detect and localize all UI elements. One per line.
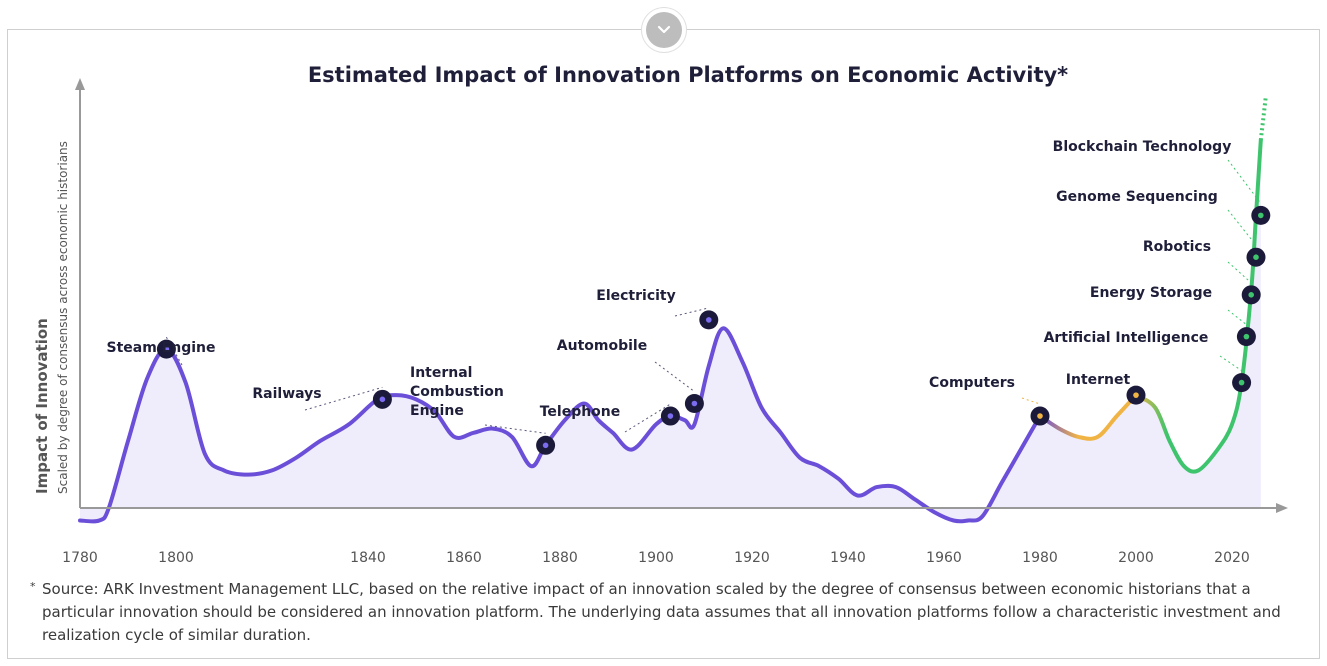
event-label: Artificial Intelligence	[1044, 330, 1209, 346]
event-label: Energy Storage	[1090, 285, 1212, 301]
x-tick-label: 1900	[638, 550, 674, 566]
y-axis-sublabel: Scaled by degree of consensus across eco…	[56, 141, 70, 494]
event-marker-center	[1258, 213, 1264, 219]
footnote-mark: *	[30, 575, 36, 598]
event-marker-center	[1248, 292, 1254, 298]
event-label: Genome Sequencing	[1056, 189, 1218, 205]
event-label: Combustion	[410, 384, 504, 400]
projection-line	[1261, 98, 1266, 140]
leader-line	[1022, 398, 1040, 404]
event-marker-center	[1239, 380, 1245, 386]
event-markers: Steam Engine Railways Internal Combustion En…	[107, 139, 1271, 455]
event-label: Computers	[929, 375, 1015, 391]
leader-line	[1228, 310, 1246, 325]
y-axis-label: Impact of Innovation	[33, 318, 51, 494]
leader-line	[1228, 160, 1261, 203]
x-tick-label: 1980	[1022, 550, 1058, 566]
x-tick-label: 1840	[350, 550, 386, 566]
chart-title: Estimated Impact of Innovation Platforms…	[308, 63, 1068, 87]
event-marker-center	[692, 401, 698, 407]
event-label: Internet	[1066, 372, 1131, 388]
event-marker-center	[706, 317, 712, 323]
event-marker-center	[1037, 413, 1043, 419]
x-tick-label: 1960	[926, 550, 962, 566]
event-marker-center	[380, 397, 386, 403]
x-tick-label: 1880	[542, 550, 578, 566]
x-tick-label: 1860	[446, 550, 482, 566]
event-label: Telephone	[540, 404, 621, 420]
event-marker-center	[1244, 334, 1250, 340]
chevron-down-icon	[646, 12, 682, 48]
collapse-button[interactable]	[642, 8, 686, 52]
x-axis-ticks: 1780 1800 1840 1860 1880 1900 1920 1940 1960 1980…	[62, 550, 1250, 566]
x-tick-label: 1940	[830, 550, 866, 566]
event-marker-center	[1133, 392, 1139, 398]
leader-line	[1228, 262, 1251, 283]
event-label: Steam Engine	[107, 340, 216, 356]
event-label: Electricity	[596, 288, 675, 304]
y-axis-arrowhead	[75, 78, 85, 90]
footnote-text: Source: ARK Investment Management LLC, b…	[34, 578, 1304, 647]
event-marker-center	[543, 443, 549, 449]
x-tick-label: 1800	[158, 550, 194, 566]
event-label: Robotics	[1143, 239, 1211, 255]
plot-area	[80, 98, 1266, 521]
leader-line	[1220, 356, 1242, 371]
event-marker-center	[668, 413, 674, 419]
innovation-chart: Estimated Impact of Innovation Platforms…	[0, 0, 1327, 666]
leader-line	[655, 362, 694, 392]
x-tick-label: 2000	[1118, 550, 1154, 566]
x-axis-arrowhead	[1276, 503, 1288, 513]
x-tick-label: 2020	[1214, 550, 1250, 566]
event-marker-center	[1253, 254, 1259, 260]
event-label: Automobile	[557, 338, 647, 354]
source-footnote: * Source: ARK Investment Management LLC,…	[34, 578, 1304, 647]
x-tick-label: 1920	[734, 550, 770, 566]
event-label: Railways	[252, 386, 321, 402]
event-label: Engine	[410, 403, 464, 419]
event-label: Internal	[410, 365, 472, 381]
event-label: Blockchain Technology	[1053, 139, 1232, 155]
x-tick-label: 1780	[62, 550, 98, 566]
